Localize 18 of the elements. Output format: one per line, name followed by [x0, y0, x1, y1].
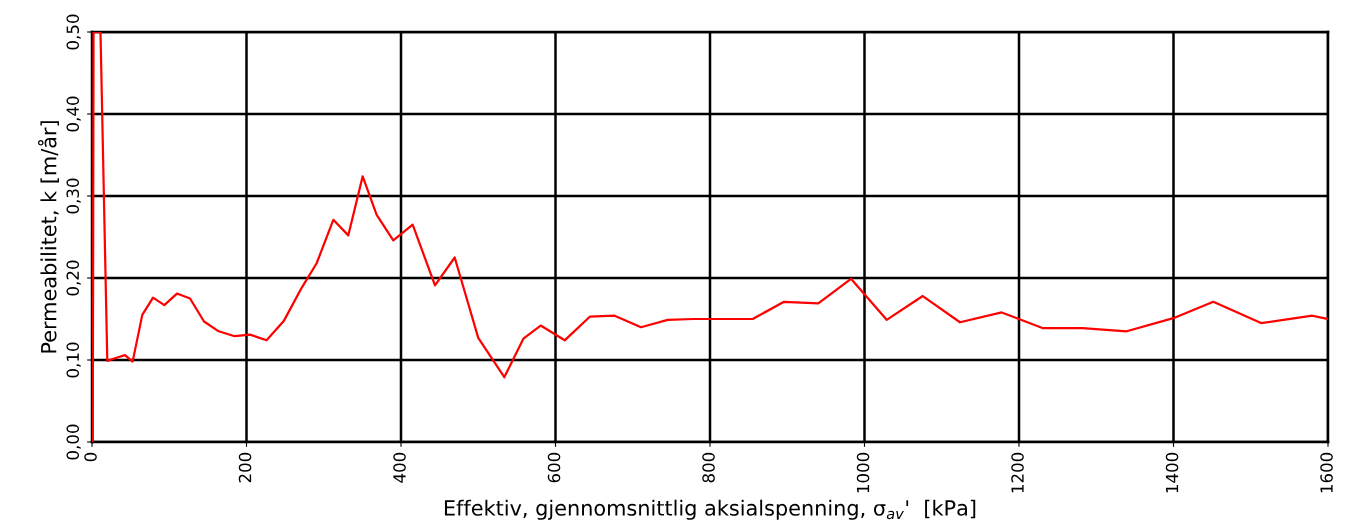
y-tick-label: 0,40: [66, 96, 81, 132]
x-tick-label: 1000: [856, 452, 870, 493]
x-tick-label: 200: [238, 452, 252, 483]
x-tick-label: 1200: [1011, 452, 1024, 493]
x-tick-label: 400: [393, 452, 406, 483]
y-tick-label: 0,30: [66, 178, 81, 214]
x-tick-label: 1400: [1165, 452, 1179, 493]
x-tick-label: 0: [84, 452, 97, 462]
x-tick-label: 800: [702, 452, 715, 483]
y-tick-label: 0,20: [66, 260, 81, 296]
y-tick-label: 0,10: [66, 342, 81, 378]
y-tick-label: 0,50: [66, 14, 81, 50]
y-tick-label: 0,00: [66, 424, 81, 460]
line-series: [92, 32, 1328, 442]
x-tick-label: 1600: [1320, 452, 1333, 493]
y-axis-title: Permeabilitet, k [m/år]: [37, 121, 60, 353]
x-tick-label: 600: [547, 452, 561, 483]
x-axis-title: Effektiv, gjennomsnittlig aksialspenning, σ$_{av}$' [kPa]: [444, 499, 976, 520]
